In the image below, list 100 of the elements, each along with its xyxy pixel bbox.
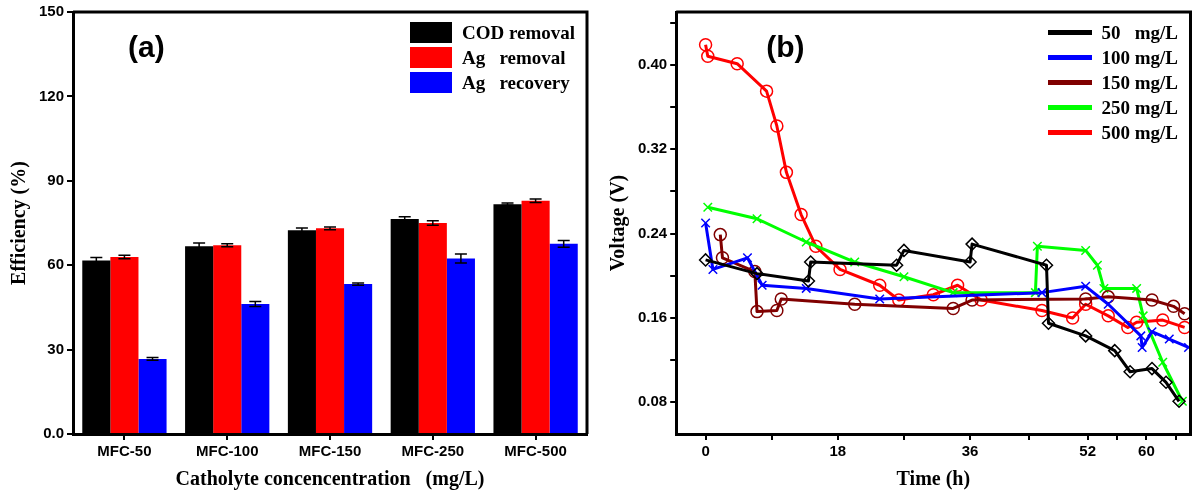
point <box>1131 283 1142 294</box>
point <box>759 84 774 98</box>
point <box>1041 316 1056 330</box>
point <box>1036 287 1047 298</box>
point <box>965 293 979 307</box>
point <box>698 253 713 267</box>
legend-label: 500 mg/L <box>1101 121 1179 144</box>
point <box>742 252 753 263</box>
point <box>801 274 816 288</box>
y-tick-label: 0.08 <box>637 392 668 410</box>
x-tick-label: 0 <box>701 442 710 460</box>
point <box>1098 283 1109 294</box>
x-tick-label: MFC-250 <box>401 442 465 460</box>
point <box>1080 281 1091 292</box>
point <box>1103 299 1114 310</box>
x-tick-label: MFC-500 <box>504 442 567 460</box>
point <box>1078 297 1093 311</box>
point <box>1157 357 1168 368</box>
point <box>770 303 784 318</box>
point <box>1129 315 1144 329</box>
point <box>803 255 818 269</box>
x-tick-label: 52 <box>1079 442 1096 460</box>
point <box>794 207 808 222</box>
x-tick-label: 60 <box>1138 442 1155 460</box>
y-tick-label: 150 <box>39 2 65 20</box>
y-axis-title: Voltage (V) <box>606 174 630 272</box>
y-tick-label: 0.24 <box>637 223 668 241</box>
point <box>713 227 728 242</box>
y-tick-label: 90 <box>47 170 65 188</box>
y-tick-label: 0.32 <box>637 139 668 157</box>
point <box>752 213 763 224</box>
x-axis-title: Catholyte concencentration (mg/L) <box>175 467 485 491</box>
legend-label: 50 mg/L <box>1101 21 1179 44</box>
annotation: (a) <box>128 30 165 64</box>
point <box>730 56 744 71</box>
point <box>1078 292 1093 306</box>
bar <box>549 243 578 433</box>
point <box>874 293 885 304</box>
point <box>770 119 784 133</box>
y-tick-label: 0.40 <box>637 54 668 72</box>
point <box>1172 394 1186 409</box>
point <box>1065 311 1080 325</box>
point <box>833 262 847 277</box>
point <box>1145 293 1159 307</box>
bar <box>315 228 345 433</box>
point <box>1039 258 1054 272</box>
point <box>1164 334 1175 345</box>
x-tick-label: MFC-100 <box>195 442 259 460</box>
point <box>892 293 906 307</box>
y-axis-title: Efficiency (%) <box>7 161 31 285</box>
point <box>801 283 812 294</box>
point <box>1159 375 1173 390</box>
point <box>847 297 862 311</box>
point <box>1145 361 1159 376</box>
point <box>698 37 713 52</box>
bar <box>138 358 167 433</box>
x-tick-label: 18 <box>829 442 847 460</box>
point <box>1138 310 1149 321</box>
point <box>926 287 941 302</box>
point <box>950 278 965 292</box>
point <box>1147 326 1157 337</box>
x-tick-label: MFC-50 <box>97 442 152 460</box>
point <box>702 202 713 213</box>
point <box>946 301 960 316</box>
point <box>1166 299 1181 314</box>
legend-label: 100 mg/L <box>1101 46 1179 69</box>
y-tick-label: 0.0 <box>43 424 65 442</box>
point <box>889 258 904 272</box>
point <box>849 257 860 268</box>
point <box>774 292 789 306</box>
point <box>897 243 911 258</box>
point <box>898 271 909 282</box>
point <box>1030 287 1041 298</box>
point <box>715 251 730 265</box>
point <box>1108 343 1122 358</box>
point <box>965 237 979 251</box>
point <box>1092 260 1103 271</box>
point <box>1078 329 1093 343</box>
bar <box>241 304 270 433</box>
point <box>757 280 768 291</box>
bar <box>110 257 139 433</box>
point <box>700 218 711 228</box>
x-tick-label: MFC-150 <box>298 442 362 460</box>
point <box>1032 241 1043 252</box>
x-tick-label: 36 <box>961 442 979 460</box>
y-tick-label: 120 <box>39 86 65 104</box>
point <box>707 264 718 275</box>
bar <box>521 200 550 433</box>
point <box>1177 396 1188 407</box>
annotation: (b) <box>766 30 805 64</box>
bar <box>418 223 447 433</box>
legend-label: 150 mg/L <box>1101 71 1179 94</box>
legend-label: COD removal <box>462 21 576 44</box>
x-axis-title: Time (h) <box>896 467 971 491</box>
point <box>801 237 812 247</box>
point <box>1035 303 1049 318</box>
point <box>1123 365 1137 379</box>
legend-label: Ag removal <box>462 46 566 69</box>
point <box>779 165 794 180</box>
bar <box>446 258 475 433</box>
